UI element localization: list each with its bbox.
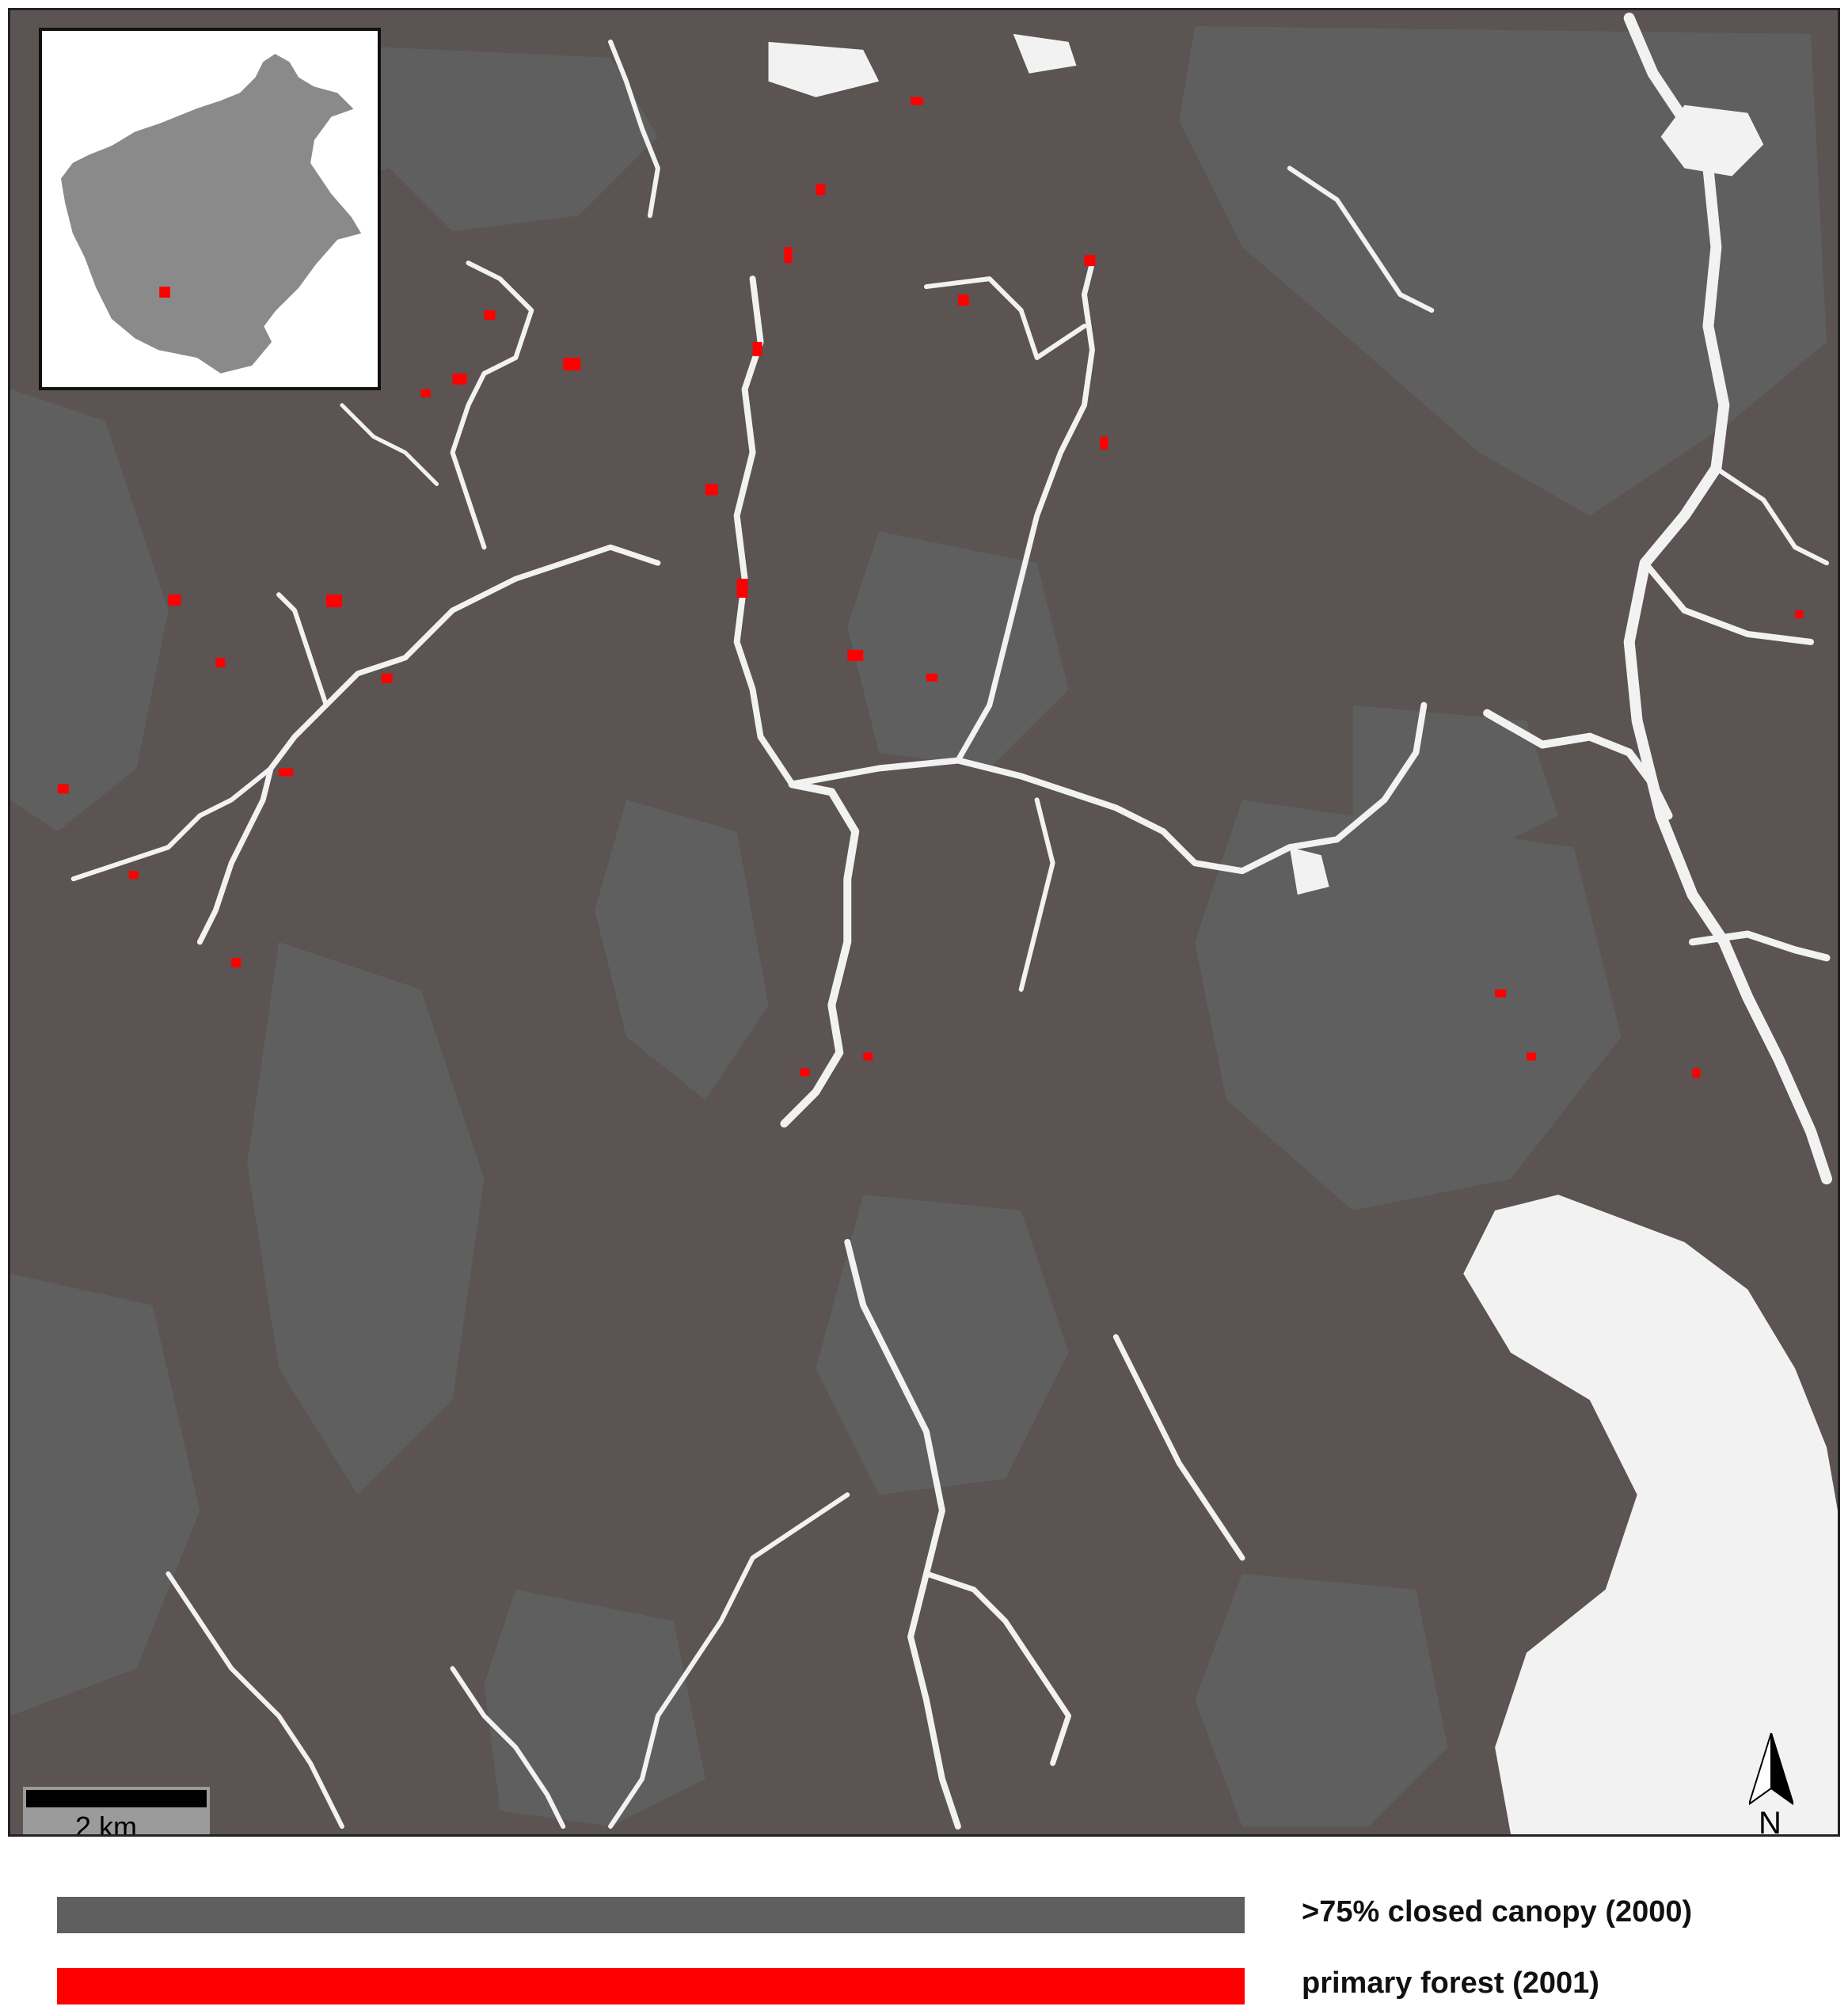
canopy-patch bbox=[1195, 1573, 1448, 1827]
main-map: 2 km N bbox=[8, 8, 1840, 1837]
primary-forest-patch bbox=[325, 595, 342, 608]
cleared-area-southeast bbox=[1463, 1195, 1838, 1834]
primary-forest-patch bbox=[1527, 1052, 1536, 1061]
canopy-patch bbox=[1352, 705, 1558, 864]
river-tributary bbox=[1688, 930, 1831, 962]
primary-forest-patch bbox=[800, 1068, 810, 1077]
cleared-patch bbox=[768, 41, 880, 97]
closed-canopy-layer bbox=[10, 25, 1827, 1827]
primary-forest-patch bbox=[863, 1052, 873, 1061]
river-far-east bbox=[1713, 466, 1830, 566]
primary-forest-layer bbox=[57, 97, 1804, 1078]
legend-swatch-closed-canopy bbox=[57, 1897, 1245, 1933]
river-southeast bbox=[1112, 1334, 1245, 1561]
cleared-area-northeast bbox=[1660, 104, 1764, 177]
canopy-patch bbox=[1195, 800, 1622, 1211]
primary-forest-patch bbox=[279, 768, 294, 777]
river-west bbox=[323, 544, 661, 709]
scale-bar-label: 2 km bbox=[75, 1811, 138, 1837]
river-west-tributary bbox=[70, 766, 274, 882]
cleared-areas bbox=[768, 33, 1838, 1834]
primary-forest-patch bbox=[784, 247, 793, 264]
borneo-island-shape bbox=[61, 54, 362, 374]
primary-forest-patch bbox=[1084, 255, 1096, 267]
cleared-patch bbox=[1013, 33, 1077, 74]
river-southwest-b bbox=[450, 1666, 566, 1830]
river-north-loop bbox=[924, 276, 1087, 360]
primary-forest-patch bbox=[911, 97, 924, 105]
river-tributary bbox=[1483, 709, 1673, 820]
canopy-patch bbox=[10, 1273, 200, 1716]
canopy-patch bbox=[247, 941, 485, 1495]
inset-canvas bbox=[61, 54, 362, 374]
canopy-patch bbox=[595, 800, 769, 1100]
inset-map bbox=[39, 28, 381, 390]
canopy-patch bbox=[484, 1589, 705, 1827]
primary-forest-patch bbox=[736, 579, 748, 598]
primary-forest-patch bbox=[816, 184, 826, 196]
river-northwest bbox=[450, 260, 534, 550]
river-southcentral bbox=[844, 1238, 961, 1830]
river-south-branch bbox=[923, 1571, 1072, 1766]
river-central-north bbox=[733, 276, 796, 788]
scale-bar-segment bbox=[26, 1790, 207, 1807]
river-southwest bbox=[165, 1571, 344, 1830]
river-northeast-tributary bbox=[1287, 165, 1435, 314]
primary-forest-patch bbox=[847, 649, 864, 661]
primary-forest-patch bbox=[215, 657, 226, 667]
river-south-west bbox=[608, 1492, 850, 1830]
canopy-patch bbox=[816, 1195, 1069, 1495]
legend-swatch-primary-forest bbox=[57, 1968, 1245, 2004]
north-arrow: N bbox=[1747, 1732, 1795, 1834]
river-northcentral bbox=[955, 260, 1095, 764]
legend-item-closed-canopy: >75% closed canopy (2000) bbox=[57, 1895, 1692, 1933]
canopy-patch bbox=[10, 389, 169, 832]
non-forest-layer bbox=[70, 12, 1833, 1830]
river-mideast bbox=[1018, 797, 1055, 992]
north-arrow-icon bbox=[1747, 1732, 1795, 1807]
primary-forest-patch bbox=[1795, 610, 1804, 618]
legend-label-primary-forest: primary forest (2001) bbox=[1302, 1966, 1599, 2000]
primary-forest-patch bbox=[231, 957, 241, 967]
primary-forest-patch bbox=[563, 357, 581, 370]
legend-item-primary-forest: primary forest (2001) bbox=[57, 1966, 1599, 2004]
river-north bbox=[608, 39, 660, 218]
river-east-branch bbox=[789, 701, 1428, 875]
river-west-tributary bbox=[276, 592, 329, 708]
primary-forest-patch bbox=[1100, 436, 1108, 450]
north-arrow-label: N bbox=[1759, 1806, 1781, 1837]
canopy-patch bbox=[847, 531, 1069, 769]
primary-forest-patch bbox=[1692, 1068, 1701, 1078]
study-area-marker bbox=[159, 287, 170, 298]
river-northwest-top bbox=[340, 403, 439, 486]
river-west-branch bbox=[196, 702, 329, 945]
cleared-patch bbox=[1289, 847, 1329, 895]
primary-forest-patch bbox=[957, 294, 969, 306]
primary-forest-patch bbox=[128, 871, 139, 880]
primary-forest-patch bbox=[1495, 989, 1507, 998]
primary-forest-patch bbox=[452, 373, 467, 385]
primary-forest-patch bbox=[926, 673, 937, 682]
river-central bbox=[780, 780, 860, 1128]
primary-forest-patch bbox=[381, 673, 393, 683]
scale-bar: 2 km bbox=[23, 1787, 210, 1837]
map-canvas bbox=[10, 10, 1838, 1834]
primary-forest-patch bbox=[752, 341, 762, 356]
primary-forest-patch bbox=[705, 484, 718, 496]
primary-forest-patch bbox=[168, 595, 181, 606]
primary-forest-patch bbox=[484, 310, 496, 320]
legend-label-closed-canopy: >75% closed canopy (2000) bbox=[1302, 1895, 1693, 1928]
primary-forest-patch bbox=[420, 389, 431, 397]
primary-forest-patch bbox=[57, 784, 69, 794]
canopy-patch bbox=[1179, 25, 1827, 516]
river-tributary bbox=[1641, 560, 1815, 645]
